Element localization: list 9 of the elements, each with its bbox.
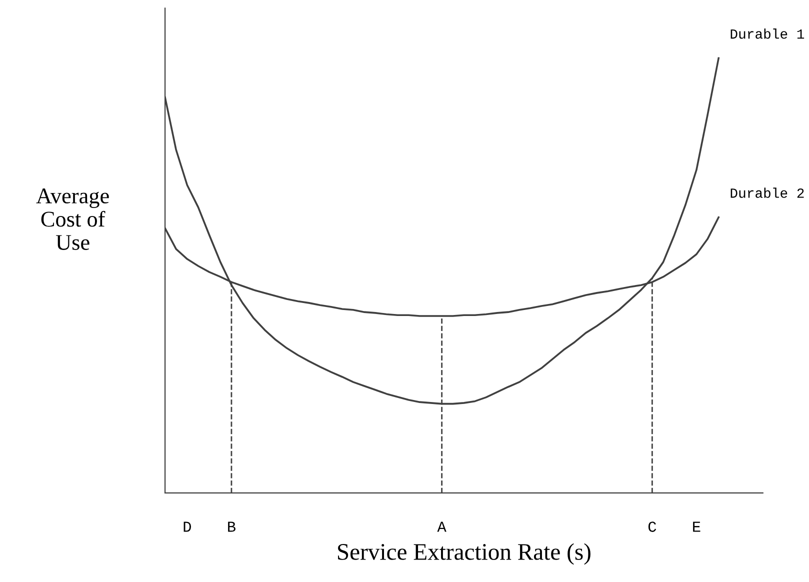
x-tick-label: C bbox=[648, 522, 656, 532]
series-label: Durable 2 bbox=[730, 188, 804, 198]
x-tick-label: D bbox=[184, 522, 191, 532]
x-tick-label: E bbox=[693, 522, 700, 532]
series-label: Durable 1 bbox=[730, 28, 804, 39]
x-tick-label: A bbox=[437, 522, 446, 532]
x-tick-label: B bbox=[228, 522, 236, 532]
y-axis-title: Average Cost of Use bbox=[36, 188, 109, 250]
x-axis-title: Service Extraction Rate (s) bbox=[338, 543, 590, 565]
